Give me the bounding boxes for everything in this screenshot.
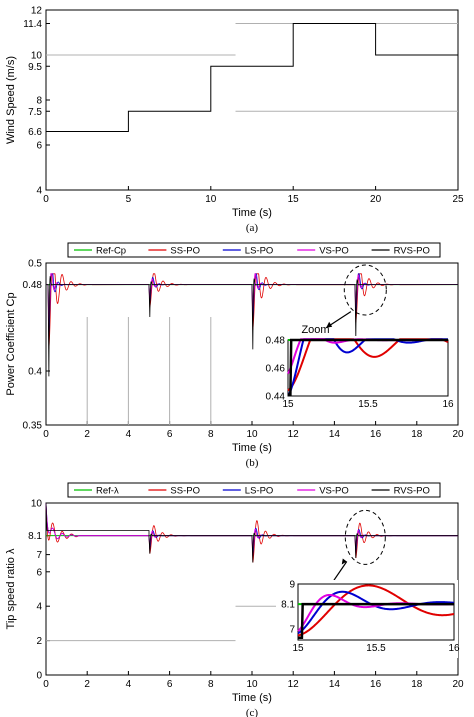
- inset-frame: [297, 583, 455, 641]
- wind-speed-line: [46, 23, 458, 132]
- y-tick-label: 0.35: [23, 421, 43, 432]
- inset-y-tick-label: 9: [289, 580, 295, 591]
- x-tick-label: 10: [205, 194, 217, 205]
- x-tick-label: 6: [167, 429, 173, 440]
- y-tick-label: 4: [36, 602, 42, 613]
- y-axis-label: Wind Speed (m/s): [5, 56, 17, 144]
- y-tick-label: 10: [31, 51, 43, 62]
- y-tick-label: 10: [31, 499, 43, 510]
- x-tick-label: 10: [246, 429, 258, 440]
- y-tick-label: 12: [31, 6, 43, 17]
- panel-caption: (a): [246, 222, 259, 234]
- y-tick-label: 7.5: [28, 107, 42, 118]
- x-tick-label: 20: [452, 429, 464, 440]
- legend-entry: SS-PO: [170, 246, 200, 257]
- x-tick-label: 20: [452, 679, 464, 690]
- inset-y-tick-label: 0.44: [266, 392, 286, 403]
- legend-entry: Ref-λ: [96, 486, 119, 497]
- inset-rvs-po: [298, 602, 454, 640]
- inset-y-tick-label: 7: [289, 624, 295, 635]
- zoom-arrowhead: [341, 558, 347, 565]
- legend-entry: VS-PO: [319, 246, 349, 257]
- x-tick-label: 16: [370, 429, 382, 440]
- y-tick-label: 9.5: [28, 62, 42, 73]
- y-tick-label: 8: [36, 96, 42, 107]
- y-tick-label: 11.4: [23, 19, 42, 30]
- y-tick-label: 6.6: [28, 127, 42, 138]
- x-tick-label: 14: [329, 679, 341, 690]
- x-axis-label: Time (s): [232, 442, 272, 454]
- x-tick-label: 18: [411, 679, 423, 690]
- inset-x-tick-label: 15.5: [358, 399, 378, 410]
- y-tick-label: 0.48: [23, 280, 43, 291]
- x-tick-label: 8: [208, 679, 214, 690]
- y-tick-label: 8.1: [28, 531, 42, 542]
- x-tick-label: 18: [411, 429, 423, 440]
- y-tick-label: 0.4: [28, 367, 42, 378]
- y-tick-label: 0.5: [28, 259, 42, 270]
- x-axis-label: Time (s): [232, 692, 272, 704]
- legend-entry: LS-PO: [245, 246, 274, 257]
- legend-box: [67, 242, 441, 258]
- x-tick-label: 0: [43, 194, 49, 205]
- series-rvs-po: [45, 502, 458, 563]
- x-tick-label: 20: [370, 194, 382, 205]
- panel-caption: (b): [246, 457, 259, 469]
- x-tick-label: 4: [126, 429, 132, 440]
- legend-entry: VS-PO: [319, 486, 349, 497]
- inset-rvs-po: [288, 338, 448, 396]
- x-tick-label: 2: [84, 679, 90, 690]
- inset-ss-po: [297, 584, 455, 637]
- inset-x-tick-label: 16: [442, 399, 454, 410]
- x-tick-label: 4: [126, 679, 132, 690]
- zoom-arrowhead: [326, 321, 333, 328]
- x-tick-label: 0: [43, 429, 49, 440]
- inset-y-tick-label: 8.1: [281, 600, 295, 611]
- x-tick-label: 5: [126, 194, 132, 205]
- panel-caption: (c): [246, 707, 259, 717]
- y-tick-label: 4: [36, 186, 42, 197]
- inset-y-tick-label: 0.46: [266, 364, 286, 375]
- x-tick-label: 12: [288, 429, 300, 440]
- x-tick-label: 25: [452, 194, 464, 205]
- plot-frame: [45, 9, 459, 191]
- legend-entry: SS-PO: [170, 486, 200, 497]
- y-tick-label: 7: [36, 550, 42, 561]
- y-tick-label: 0: [36, 671, 42, 682]
- legend-entry: RVS-PO: [394, 246, 430, 257]
- x-tick-label: 6: [167, 679, 173, 690]
- x-tick-label: 0: [43, 679, 49, 690]
- x-tick-label: 10: [246, 679, 258, 690]
- inset-x-tick-label: 15: [282, 399, 294, 410]
- y-tick-label: 2: [36, 636, 42, 647]
- y-tick-label: 6: [36, 567, 42, 578]
- inset-x-tick-label: 15.5: [366, 643, 386, 654]
- x-tick-label: 14: [329, 429, 341, 440]
- x-tick-label: 15: [288, 194, 300, 205]
- x-tick-label: 2: [84, 429, 90, 440]
- inset-y-tick-label: 0.48: [266, 336, 286, 347]
- y-axis-label: Tip speed ratio λ: [5, 548, 17, 629]
- y-tick-label: 6: [36, 141, 42, 152]
- x-tick-label: 8: [208, 429, 214, 440]
- legend-entry: LS-PO: [245, 486, 274, 497]
- y-axis-label: Power Coefficient Cp: [5, 292, 17, 395]
- zoom-ellipse: [344, 509, 386, 565]
- legend-entry: RVS-PO: [394, 486, 430, 497]
- x-tick-label: 12: [288, 679, 300, 690]
- legend-box: [67, 482, 441, 498]
- legend-entry: Ref-Cp: [96, 246, 126, 257]
- series-ss-po: [45, 502, 459, 563]
- series-rvs-po: [46, 276, 458, 377]
- x-axis-label: Time (s): [232, 207, 272, 219]
- inset-x-tick-label: 15: [292, 643, 304, 654]
- x-tick-label: 16: [370, 679, 382, 690]
- zoom-ellipse: [343, 264, 387, 316]
- zoom-label: Zoom: [301, 324, 329, 336]
- inset-x-tick-label: 16: [448, 643, 460, 654]
